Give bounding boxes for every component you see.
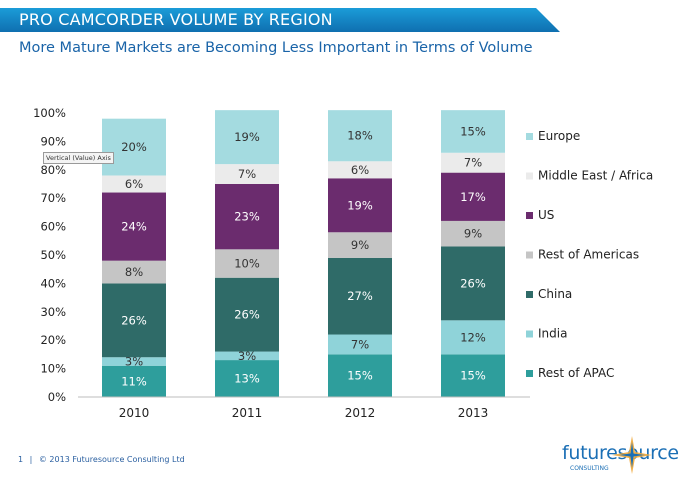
bar-segment: [328, 178, 392, 233]
legend-swatch: [526, 330, 533, 338]
copyright-text: © 2013 Futuresource Consulting Ltd: [38, 455, 185, 464]
bar-segment: [441, 354, 505, 397]
legend-swatch: [526, 133, 533, 140]
data-label: 8%: [125, 265, 143, 279]
title-bar: [0, 8, 560, 32]
bar-segment: [102, 357, 166, 366]
y-tick-label: 20%: [40, 333, 66, 347]
bar-segment: [102, 175, 166, 193]
data-label: 12%: [460, 330, 486, 344]
legend-swatch: [526, 172, 533, 180]
data-label: 7%: [238, 167, 256, 181]
x-tick-label: 2011: [232, 406, 263, 420]
data-label: 24%: [121, 220, 147, 234]
footer: 1 | © 2013 Futuresource Consulting Ltd: [18, 455, 185, 464]
legend-swatch: [526, 251, 533, 259]
legend-label: Middle East / Africa: [538, 169, 653, 183]
legend-swatch: [526, 291, 533, 298]
y-tick-label: 70%: [40, 191, 66, 205]
legend-label: India: [538, 327, 567, 341]
bar-segment: [215, 110, 279, 165]
bar-segment: [102, 365, 166, 397]
data-label: 11%: [121, 374, 147, 388]
bar-segment: [441, 246, 505, 321]
bar-segment: [328, 161, 392, 179]
bar-segment: [215, 249, 279, 278]
page-number: 1: [18, 455, 24, 464]
legend-swatch: [526, 370, 533, 377]
bar-segment: [102, 260, 166, 284]
data-label: 26%: [460, 276, 486, 290]
page-subtitle: More Mature Markets are Becoming Less Im…: [19, 40, 533, 56]
legend-swatch: [526, 212, 533, 219]
data-label: 6%: [125, 177, 143, 191]
legend-label: China: [538, 287, 572, 301]
bar-segment: [441, 172, 505, 221]
bar-segment: [215, 277, 279, 352]
y-tick-label: 100%: [33, 106, 66, 120]
y-tick-label: 90%: [40, 134, 66, 148]
bar-segment: [102, 192, 166, 261]
bar-segment: [328, 110, 392, 162]
data-label: 19%: [347, 198, 373, 212]
bar-segment: [328, 354, 392, 397]
bar-segment: [441, 152, 505, 173]
footer-divider: |: [29, 455, 33, 464]
bar-segment: [102, 118, 166, 176]
data-label: 10%: [234, 257, 260, 271]
bar-segment: [441, 220, 505, 247]
x-tick-label: 2012: [345, 406, 376, 420]
data-label: 15%: [460, 124, 486, 138]
bar-segment: [215, 360, 279, 397]
logo-wordmark: futuresource: [562, 442, 679, 464]
data-label: 26%: [234, 308, 260, 322]
bar-segment: [102, 283, 166, 358]
legend-label: Europe: [538, 129, 580, 143]
data-label: 6%: [351, 163, 369, 177]
bar-segment: [328, 232, 392, 258]
y-tick-label: 40%: [40, 276, 66, 290]
y-tick-label: 10%: [40, 362, 66, 376]
bar-segment: [441, 320, 505, 355]
y-tick-label: 60%: [40, 220, 66, 234]
x-tick-label: 2013: [458, 406, 489, 420]
data-label: 20%: [121, 140, 147, 154]
x-tick-label: 2010: [119, 406, 150, 420]
data-label: 3%: [238, 349, 256, 363]
legend-label: US: [538, 208, 554, 222]
data-label: 15%: [460, 369, 486, 383]
data-label: 13%: [234, 372, 260, 386]
y-tick-label: 0%: [48, 390, 66, 404]
bar-segment: [215, 184, 279, 250]
y-tick-label: 50%: [40, 248, 66, 262]
data-label: 7%: [464, 156, 482, 170]
compass-star-icon: [612, 436, 652, 474]
legend-label: Rest of Americas: [538, 248, 639, 262]
data-label: 15%: [347, 369, 373, 383]
legend-label: Rest of APAC: [538, 366, 614, 380]
data-label: 19%: [234, 130, 260, 144]
data-label: 23%: [234, 210, 260, 224]
bar-segment: [328, 257, 392, 335]
data-label: 18%: [347, 129, 373, 143]
data-label: 7%: [351, 337, 369, 351]
bar-segment: [328, 334, 392, 355]
data-label: 9%: [464, 227, 482, 241]
data-label: 17%: [460, 190, 486, 204]
axis-tooltip: Vertical (Value) Axis: [43, 152, 114, 164]
company-logo: futuresource CONSULTING: [562, 436, 682, 476]
data-label: 26%: [121, 313, 147, 327]
data-label: 3%: [125, 355, 143, 369]
data-label: 27%: [347, 289, 373, 303]
logo-subtext: CONSULTING: [570, 465, 609, 472]
y-tick-label: 80%: [40, 163, 66, 177]
page-title: PRO CAMCORDER VOLUME BY REGION: [19, 10, 333, 29]
bar-segment: [215, 351, 279, 361]
data-label: 9%: [351, 238, 369, 252]
bar-segment: [215, 164, 279, 184]
bar-segment: [441, 110, 505, 153]
y-tick-label: 30%: [40, 305, 66, 319]
